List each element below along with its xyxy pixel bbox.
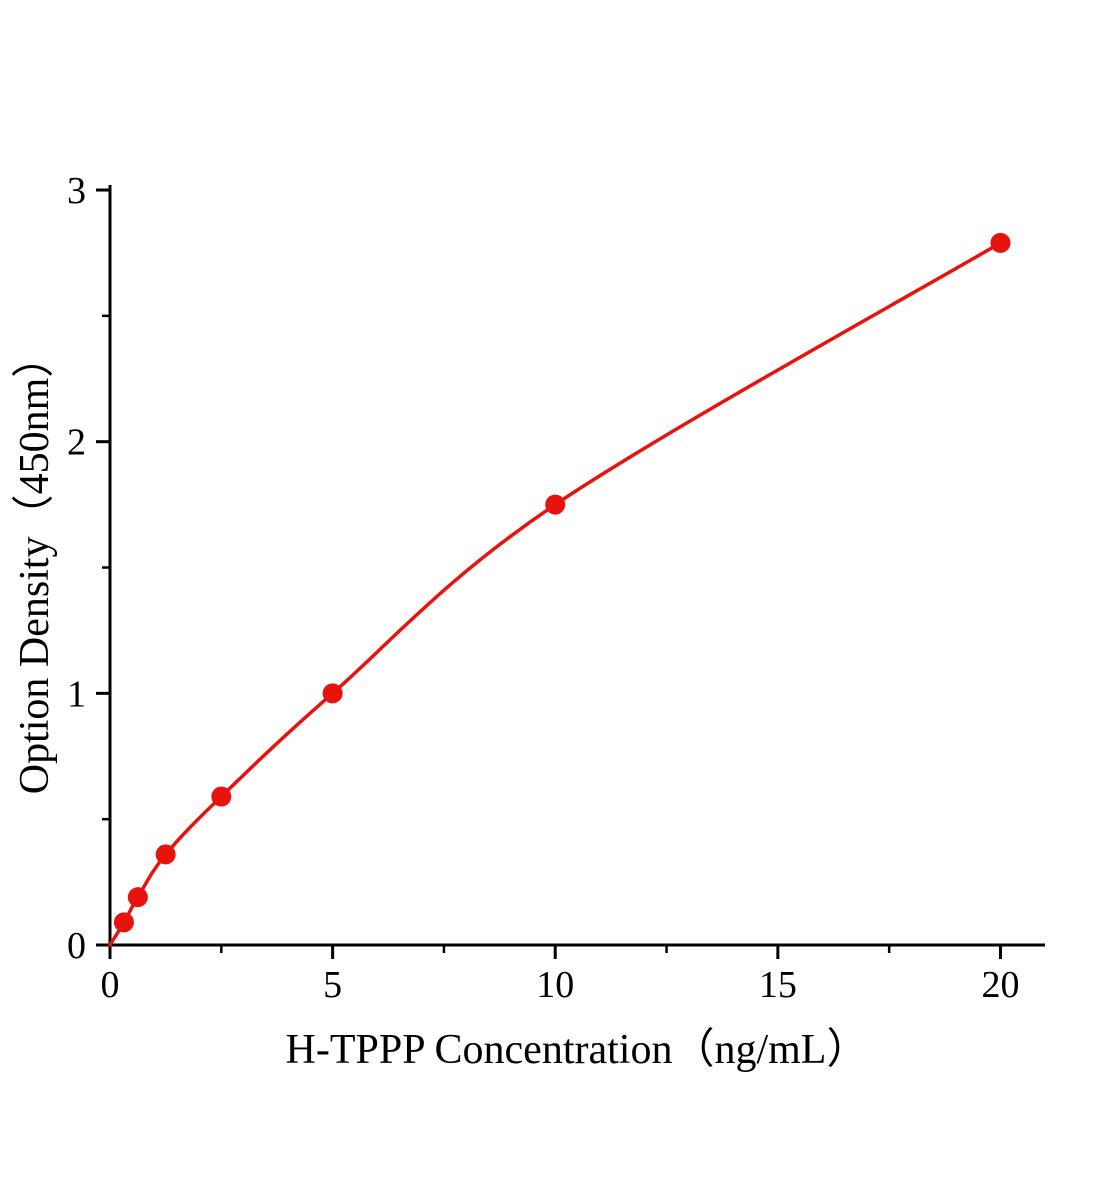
x-tick-label: 15	[759, 964, 797, 1006]
x-tick-label: 5	[323, 964, 342, 1006]
data-point-marker	[211, 786, 232, 807]
data-point-marker	[127, 887, 148, 908]
plot-area: 0 5 10 15 20 0 1 2 3	[67, 170, 1045, 1006]
y-tick-label: 0	[67, 925, 86, 967]
data-point-marker	[990, 232, 1011, 253]
x-tick-label: 0	[101, 964, 120, 1006]
y-axis-title: Option Density（450nm）	[12, 336, 58, 795]
data-point-marker	[155, 844, 176, 865]
y-tick-label: 3	[67, 170, 86, 212]
y-tick-label: 2	[67, 422, 86, 464]
y-tick-label: 1	[67, 673, 86, 715]
x-tick-label: 20	[981, 964, 1019, 1006]
data-point-marker	[545, 494, 566, 515]
x-axis-title: H-TPPP Concentration（ng/mL）	[286, 1027, 869, 1073]
x-tick-label: 10	[536, 964, 574, 1006]
standard-curve-line	[108, 241, 1003, 947]
data-point-marker	[113, 912, 134, 933]
data-point-marker	[322, 683, 343, 704]
